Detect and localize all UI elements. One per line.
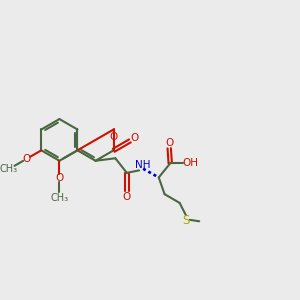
Text: O: O: [131, 133, 139, 143]
Text: CH₃: CH₃: [50, 194, 68, 203]
Text: O: O: [55, 172, 64, 183]
Text: S: S: [182, 214, 190, 227]
Text: NH: NH: [135, 160, 151, 170]
Text: O: O: [123, 192, 131, 202]
Text: CH₃: CH₃: [0, 164, 18, 174]
Text: O: O: [165, 138, 173, 148]
Text: OH: OH: [183, 158, 199, 168]
Text: O: O: [110, 132, 118, 142]
Text: O: O: [22, 154, 31, 164]
